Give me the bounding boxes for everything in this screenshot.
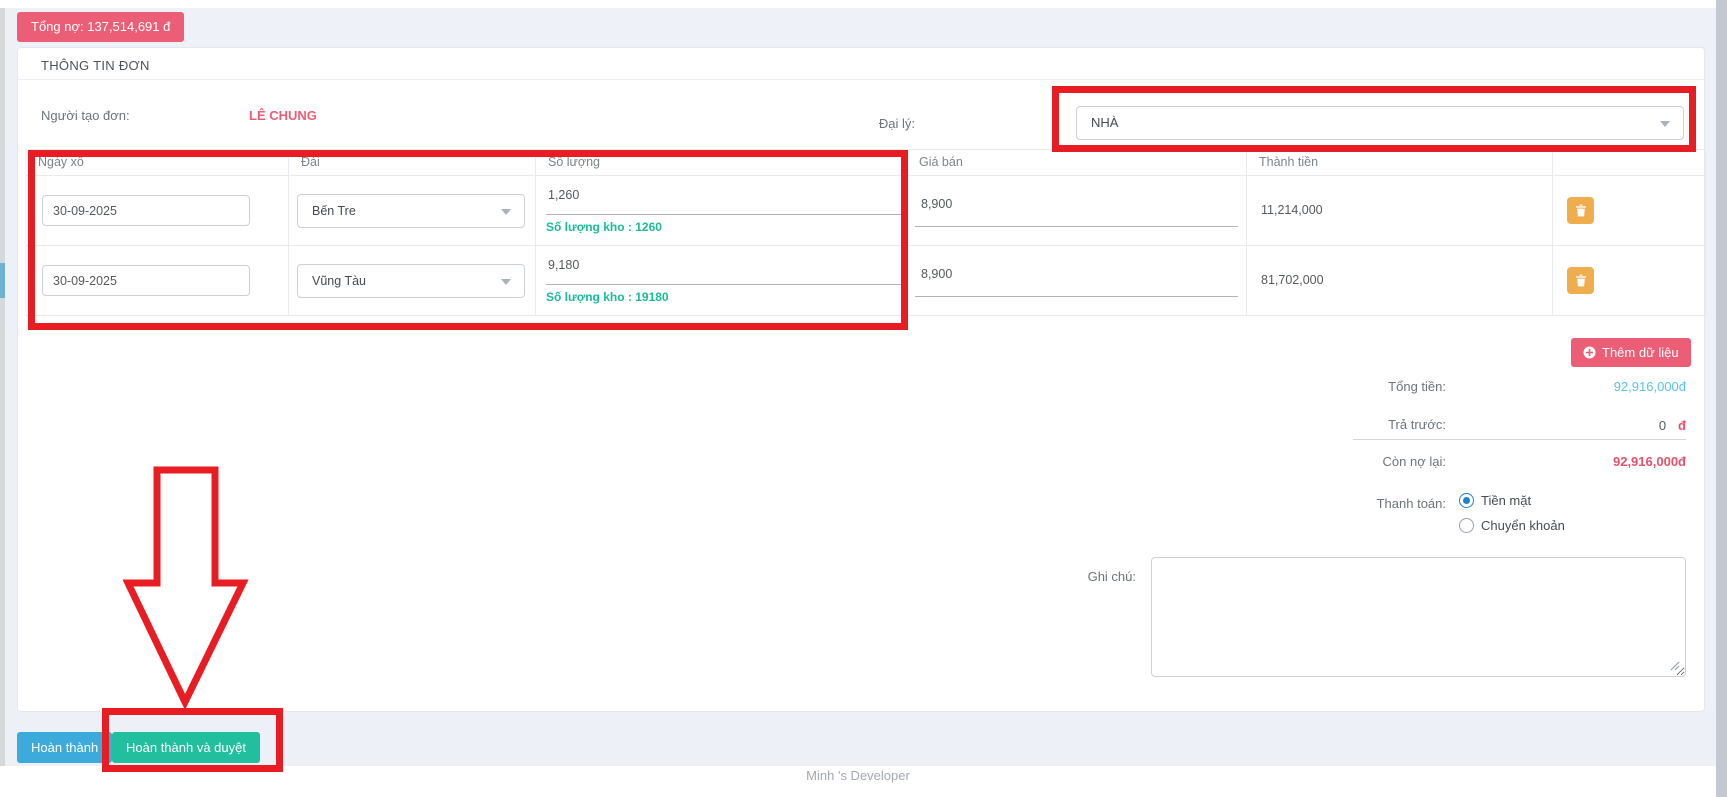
sidebar-edge <box>0 8 5 766</box>
price-input[interactable]: 8,900 <box>921 197 953 211</box>
line-total: 81,702,000 <box>1261 273 1324 287</box>
station-selected-value: Bến Tre <box>312 204 356 218</box>
trash-icon <box>1575 274 1586 287</box>
table-row: 8,900 <box>907 176 1247 246</box>
prepaid-field: đ <box>1353 412 1686 440</box>
price-input[interactable]: 8,900 <box>921 267 953 281</box>
quantity-underline <box>546 214 903 215</box>
agency-label: Đại lý: <box>878 116 915 131</box>
table-row <box>1553 176 1706 246</box>
grand-total-value: 92,916,000đ <box>1613 379 1686 394</box>
column-header-actions <box>1553 150 1706 176</box>
payment-option-label: Tiền mặt <box>1481 493 1532 508</box>
chevron-down-icon <box>501 279 511 285</box>
radio-unchecked-icon[interactable] <box>1459 518 1474 533</box>
quantity-input[interactable]: 1,260 <box>548 188 580 202</box>
column-header-quantity: Số lượng <box>536 150 907 176</box>
note-textarea[interactable] <box>1151 557 1686 677</box>
station-selected-value: Vũng Tàu <box>312 274 366 288</box>
table-row: Vũng Tàu <box>289 246 536 316</box>
table-row <box>26 176 289 246</box>
draw-date-input[interactable] <box>42 195 250 226</box>
remaining-debt-value: 92,916,000đ <box>1612 454 1686 469</box>
order-info-panel: THÔNG TIN ĐƠN Người tạo đơn: LÊ CHUNG Đạ… <box>17 47 1706 712</box>
table-row: Bến Tre <box>289 176 536 246</box>
payment-label: Thanh toán: <box>1376 496 1446 511</box>
price-underline <box>915 226 1238 227</box>
delete-row-button[interactable] <box>1567 197 1594 224</box>
prepaid-input[interactable] <box>1353 418 1667 433</box>
vertical-scrollbar[interactable] <box>1716 0 1727 797</box>
creator-value: LÊ CHUNG <box>249 108 317 123</box>
column-header-station: Đài <box>289 150 536 176</box>
table-row: 8,900 <box>907 246 1247 316</box>
table-row <box>1553 246 1706 316</box>
order-items-table: Ngày xổ Đài Số lượng Giá bán Thành tiền … <box>25 149 1706 316</box>
creator-label: Người tạo đơn: <box>41 108 130 123</box>
line-total: 11,214,000 <box>1261 203 1323 217</box>
table-row: 9,180 Số lượng kho : 19180 <box>536 246 907 316</box>
table-row: 11,214,000 <box>1247 176 1553 246</box>
panel-divider <box>18 79 1704 80</box>
radio-checked-icon[interactable] <box>1459 493 1474 508</box>
agency-select[interactable]: NHÀ <box>1076 106 1684 140</box>
station-select[interactable]: Bến Tre <box>297 194 525 228</box>
agency-selected-value: NHÀ <box>1091 115 1119 130</box>
table-row <box>26 246 289 316</box>
table-row: 81,702,000 <box>1247 246 1553 316</box>
complete-approve-button[interactable]: Hoàn thành và duyệt <box>112 732 260 763</box>
column-header-date: Ngày xổ <box>26 150 289 176</box>
plus-circle-icon <box>1583 346 1596 359</box>
delete-row-button[interactable] <box>1567 267 1594 294</box>
note-label: Ghi chú: <box>1087 569 1136 584</box>
column-header-price: Giá bán <box>907 150 1247 176</box>
payment-option-label: Chuyển khoản <box>1481 518 1565 533</box>
price-underline <box>915 296 1238 297</box>
chevron-down-icon <box>501 209 511 215</box>
stock-note: Số lượng kho : 19180 <box>546 290 669 304</box>
prepaid-currency: đ <box>1678 418 1686 433</box>
panel-title: THÔNG TIN ĐƠN <box>41 58 150 73</box>
developer-credit: Minh 's Developer <box>806 768 910 783</box>
payment-option-transfer[interactable]: Chuyển khoản <box>1459 518 1565 533</box>
remaining-debt-label: Còn nợ lại: <box>1382 454 1446 469</box>
quantity-input[interactable]: 9,180 <box>548 258 580 272</box>
sidebar-active-item-sliver <box>0 263 5 298</box>
total-debt-badge: Tổng nợ: 137,514,691 đ <box>17 12 185 42</box>
station-select[interactable]: Vũng Tàu <box>297 264 525 298</box>
column-header-total: Thành tiền <box>1247 150 1553 176</box>
draw-date-input[interactable] <box>42 265 250 296</box>
add-data-button[interactable]: Thêm dữ liệu <box>1571 338 1691 367</box>
chevron-down-icon <box>1660 121 1670 127</box>
stock-note: Số lượng kho : 1260 <box>546 220 662 234</box>
table-row: 1,260 Số lượng kho : 1260 <box>536 176 907 246</box>
payment-option-cash[interactable]: Tiền mặt <box>1459 493 1531 508</box>
trash-icon <box>1575 204 1586 217</box>
action-bar <box>0 712 1716 766</box>
add-data-label: Thêm dữ liệu <box>1602 345 1679 360</box>
grand-total-label: Tổng tiền: <box>1388 379 1446 394</box>
complete-button[interactable]: Hoàn thành <box>17 732 113 763</box>
sidebar-edge-light <box>5 8 17 766</box>
quantity-underline <box>546 284 903 285</box>
